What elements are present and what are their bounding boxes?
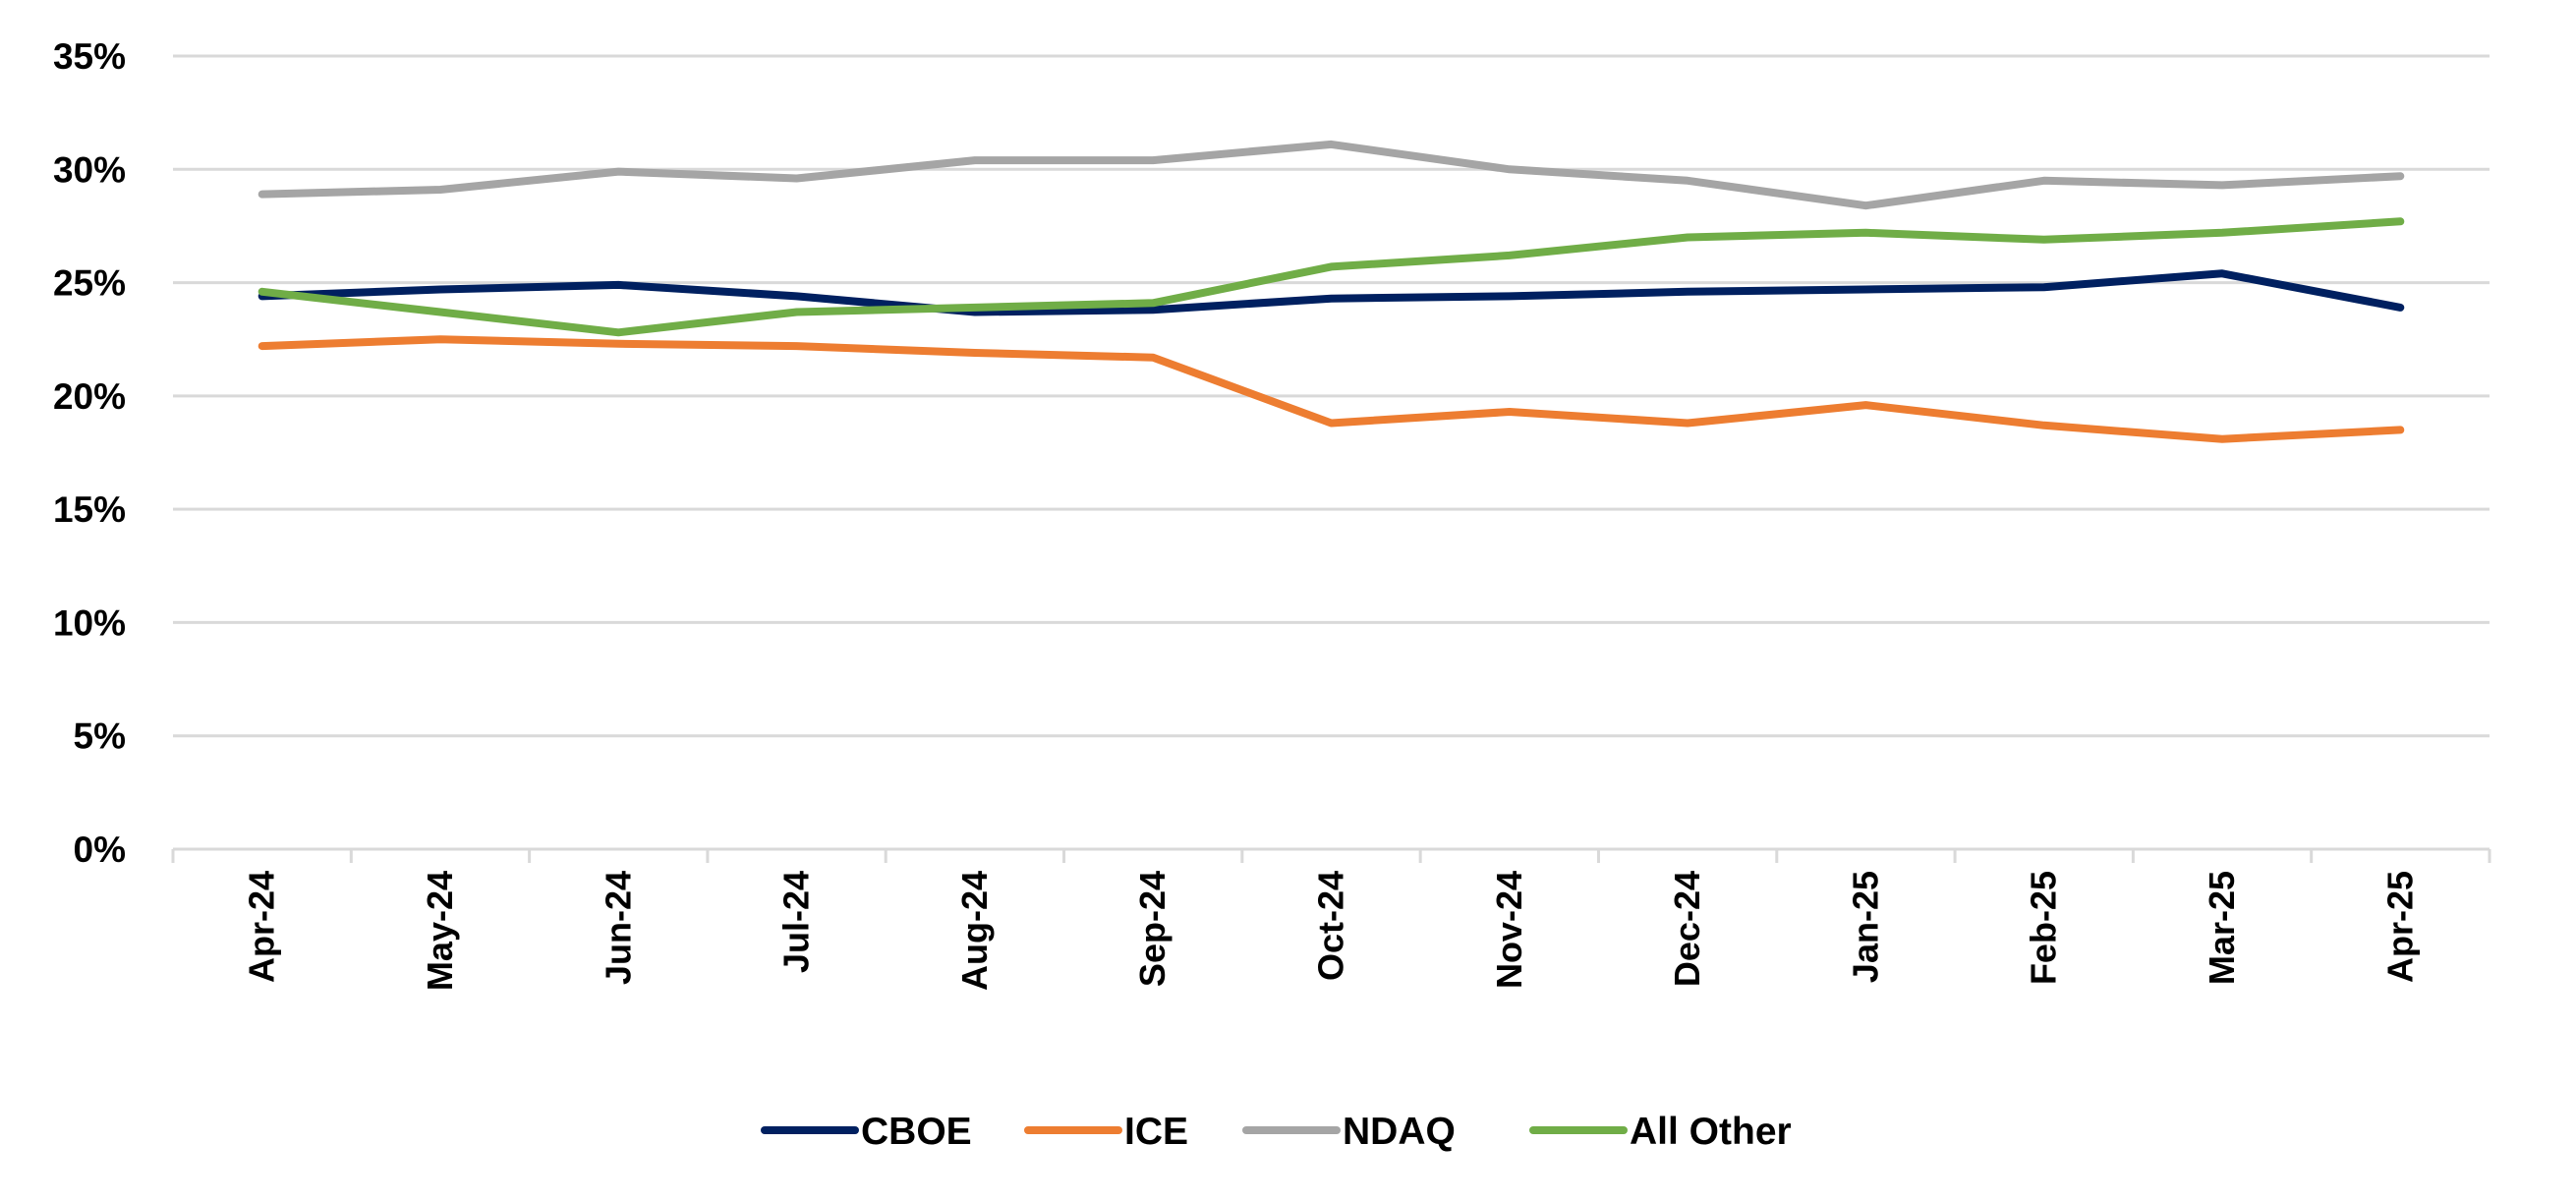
x-tick-label: Apr-25 xyxy=(2379,871,2420,983)
y-tick-label: 5% xyxy=(74,716,126,757)
legend-label: CBOE xyxy=(861,1111,972,1153)
y-tick-label: 25% xyxy=(53,263,126,304)
x-tick-label: Nov-24 xyxy=(1489,871,1529,989)
legend-label: All Other xyxy=(1630,1111,1792,1153)
y-tick-label: 0% xyxy=(74,829,126,870)
x-tick-label: Dec-24 xyxy=(1667,871,1707,987)
series-line-ice xyxy=(258,335,2405,443)
series-lines xyxy=(258,140,2405,443)
y-axis-ticks: 0% 5% 10% 15% 20% 25% 30% 35% xyxy=(53,36,126,870)
x-tick-label: Oct-24 xyxy=(1311,871,1351,981)
legend-label: ICE xyxy=(1124,1111,1188,1153)
y-tick-label: 35% xyxy=(53,36,126,77)
x-tick-label: Jul-24 xyxy=(776,871,817,973)
y-tick-label: 15% xyxy=(53,489,126,530)
x-tick-label: May-24 xyxy=(420,871,460,991)
y-tick-label: 20% xyxy=(53,376,126,417)
x-tick-label: Jan-25 xyxy=(1845,871,1885,983)
gridlines xyxy=(173,54,2490,738)
legend: CBOE ICE NDAQ All Other xyxy=(761,1111,1792,1153)
x-tick-label: Mar-25 xyxy=(2202,871,2242,985)
x-tick-label: Aug-24 xyxy=(954,871,995,991)
x-tick-label: Apr-24 xyxy=(242,871,282,983)
x-axis: Apr-24 May-24 Jun-24 Jul-24 Aug-24 Sep-24 Oct-… xyxy=(171,847,2491,991)
x-tick-label: Feb-25 xyxy=(2024,871,2064,985)
x-tick-label: Jun-24 xyxy=(598,871,638,985)
y-tick-label: 10% xyxy=(53,602,126,643)
series-line-cboe xyxy=(258,269,2405,316)
y-tick-label: 30% xyxy=(53,149,126,190)
legend-label: NDAQ xyxy=(1343,1111,1456,1153)
x-tick-label: Sep-24 xyxy=(1132,871,1173,987)
series-line-all-other xyxy=(258,217,2405,337)
series-line-ndaq xyxy=(258,140,2405,210)
